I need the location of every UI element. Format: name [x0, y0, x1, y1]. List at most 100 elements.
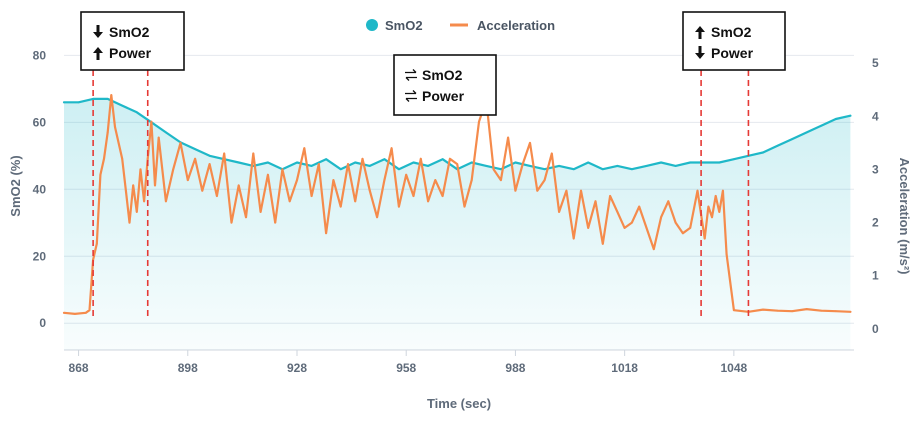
- arrow-down-icon: [695, 46, 705, 59]
- data-point-acceleration: [165, 200, 167, 203]
- x-tick-label: 868: [69, 361, 89, 375]
- data-point-acceleration: [601, 242, 604, 245]
- data-point-acceleration: [354, 200, 357, 203]
- data-point-acceleration: [74, 313, 76, 315]
- data-point-smo2: [616, 165, 619, 167]
- data-point-acceleration: [791, 310, 793, 313]
- data-point-acceleration: [762, 308, 764, 311]
- data-point-acceleration: [689, 227, 692, 229]
- data-point-acceleration: [230, 221, 233, 224]
- data-point-acceleration: [703, 237, 706, 240]
- data-point-smo2: [267, 161, 269, 164]
- data-point-smo2: [645, 165, 648, 167]
- data-point-acceleration: [667, 200, 670, 203]
- annotation-box: SmO2 Power: [682, 11, 786, 71]
- swap-arrows-icon: [405, 69, 417, 74]
- data-point-acceleration: [281, 168, 284, 171]
- data-point-smo2: [572, 168, 575, 171]
- data-point-acceleration: [274, 221, 277, 224]
- data-point-acceleration: [106, 131, 109, 134]
- data-point-acceleration: [463, 205, 466, 208]
- y-left-tick-label: 0: [39, 316, 46, 330]
- swap-arrows-icon: [405, 97, 417, 102]
- data-point-acceleration: [714, 195, 717, 197]
- annotation-frame: [393, 54, 497, 116]
- data-point-acceleration: [733, 309, 735, 312]
- annotation-frame: [80, 11, 185, 71]
- data-point-smo2: [529, 165, 531, 167]
- data-point-acceleration: [172, 168, 175, 171]
- data-point-acceleration: [376, 216, 378, 219]
- data-point-smo2: [368, 165, 371, 167]
- data-point-acceleration: [427, 200, 429, 203]
- data-point-smo2: [791, 138, 793, 141]
- data-point-acceleration: [143, 200, 146, 203]
- data-point-acceleration: [259, 211, 262, 213]
- data-point-acceleration: [492, 168, 495, 171]
- data-point-acceleration: [609, 195, 611, 197]
- data-point-acceleration: [514, 189, 517, 192]
- annotation-frame: [682, 11, 786, 71]
- data-point-acceleration: [580, 189, 582, 192]
- data-point-acceleration: [536, 189, 539, 192]
- data-point-acceleration: [849, 310, 852, 313]
- data-point-smo2: [762, 151, 764, 154]
- data-point-smo2: [427, 165, 429, 167]
- x-tick-label: 1048: [721, 361, 748, 375]
- arrow-up-icon: [695, 26, 705, 39]
- annotation-line2: Power: [711, 45, 754, 61]
- annotation-box: SmO2 Power: [80, 11, 185, 71]
- data-point-smo2: [63, 101, 65, 104]
- data-point-acceleration: [521, 163, 524, 166]
- y-left-tick-label: 20: [33, 249, 47, 263]
- data-point-acceleration: [572, 237, 575, 240]
- data-point-acceleration: [405, 173, 408, 176]
- data-point-acceleration: [776, 309, 779, 312]
- data-point-acceleration: [543, 179, 546, 182]
- data-point-smo2: [558, 165, 560, 167]
- data-point-smo2: [296, 161, 298, 164]
- data-point-acceleration: [565, 189, 568, 192]
- data-point-acceleration: [500, 179, 502, 182]
- data-point-acceleration: [725, 253, 728, 256]
- y-right-tick-label: 3: [872, 162, 879, 176]
- data-point-acceleration: [288, 200, 291, 203]
- data-point-acceleration: [110, 94, 113, 96]
- data-point-acceleration: [623, 227, 626, 229]
- arrow-up-icon: [93, 47, 103, 60]
- data-point-smo2: [805, 131, 808, 134]
- legend-smo2-icon: [366, 19, 378, 31]
- data-point-smo2: [820, 124, 823, 127]
- data-point-smo2: [106, 98, 109, 100]
- data-point-acceleration: [434, 179, 437, 182]
- legend-smo2-label: SmO2: [385, 18, 423, 33]
- data-point-smo2: [165, 131, 167, 134]
- annotation-line2: Power: [422, 88, 465, 104]
- data-point-acceleration: [368, 189, 371, 192]
- data-point-smo2: [543, 168, 546, 171]
- x-tick-label: 958: [396, 361, 416, 375]
- data-point-acceleration: [223, 152, 226, 155]
- data-point-acceleration: [820, 309, 823, 312]
- data-point-acceleration: [339, 205, 342, 208]
- x-tick-label: 1018: [611, 361, 638, 375]
- data-point-smo2: [310, 165, 313, 167]
- data-point-acceleration: [186, 179, 189, 182]
- data-point-smo2: [92, 98, 94, 100]
- data-point-acceleration: [208, 163, 211, 166]
- data-point-acceleration: [310, 195, 313, 197]
- data-point-smo2: [398, 168, 400, 171]
- data-point-smo2: [470, 161, 473, 164]
- data-point-acceleration: [718, 211, 721, 213]
- data-point-acceleration: [154, 184, 156, 187]
- data-point-acceleration: [412, 195, 415, 197]
- data-point-smo2: [689, 161, 692, 164]
- data-point-acceleration: [84, 311, 87, 314]
- data-point-acceleration: [150, 120, 153, 123]
- data-point-acceleration: [722, 189, 724, 192]
- annotation-line1: SmO2: [422, 67, 463, 83]
- data-point-acceleration: [631, 221, 633, 224]
- data-point-acceleration: [834, 310, 837, 313]
- swap-arrows-icon: [405, 76, 417, 81]
- data-point-smo2: [849, 114, 852, 117]
